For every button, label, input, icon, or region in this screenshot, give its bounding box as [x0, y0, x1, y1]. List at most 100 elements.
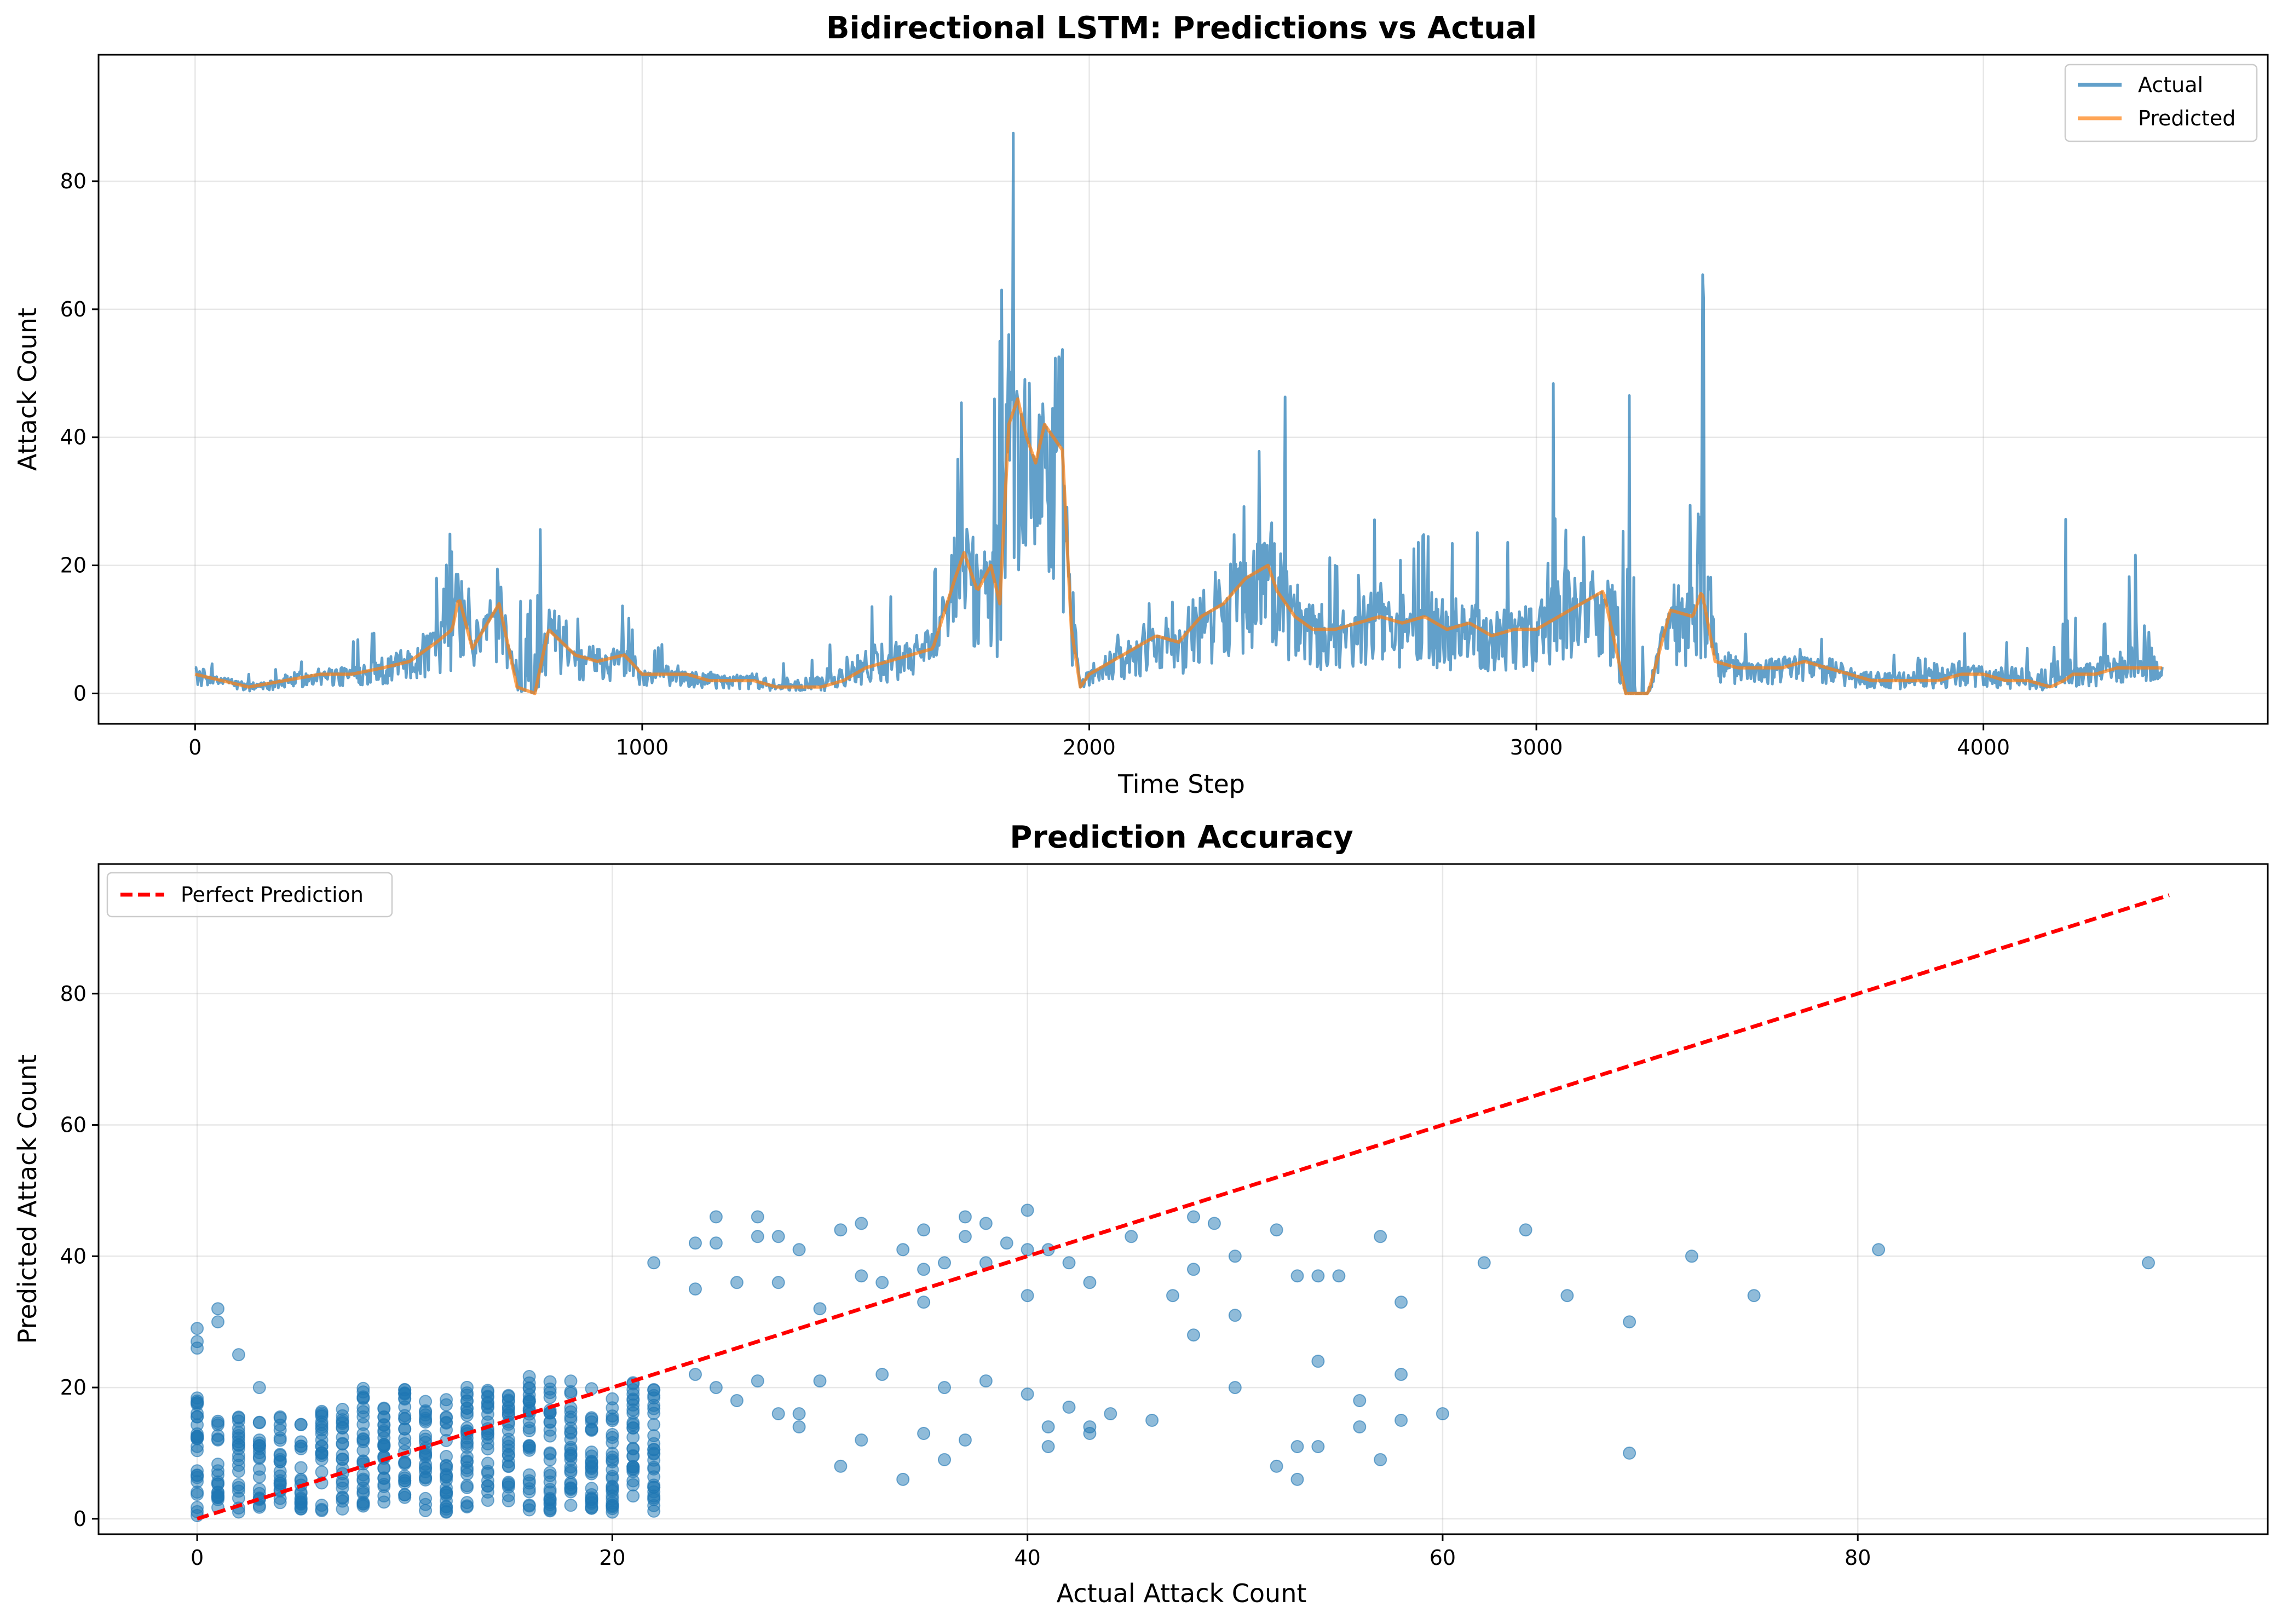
scatter-point: [792, 1407, 806, 1420]
scatter-point: [626, 1398, 640, 1412]
scatter-point: [917, 1263, 931, 1276]
scatter-point: [356, 1432, 370, 1446]
scatter-point: [1000, 1236, 1013, 1250]
scatter-point: [543, 1382, 557, 1396]
scatter-point: [1187, 1210, 1200, 1224]
scatter-point: [1332, 1269, 1346, 1283]
scatter-point: [709, 1381, 723, 1395]
scatter-point: [626, 1442, 640, 1456]
scatter-x-ticks: 0 20 40 60 80: [191, 1534, 1871, 1570]
scatter-point: [834, 1459, 848, 1473]
scatter-point: [1623, 1315, 1636, 1329]
scatter-point: [1207, 1217, 1221, 1230]
scatter-point: [273, 1496, 287, 1510]
scatter-point: [273, 1433, 287, 1447]
scatter-point: [522, 1395, 536, 1408]
scatter-point: [564, 1460, 578, 1474]
scatter-x-tick-label: 80: [1845, 1546, 1871, 1570]
scatter-point: [834, 1223, 848, 1237]
predicted-line: [194, 397, 2163, 695]
scatter-point: [211, 1489, 224, 1503]
scatter-point: [294, 1442, 308, 1455]
scatter-point: [191, 1335, 204, 1349]
scatter-x-tick-label: 20: [599, 1546, 625, 1570]
scatter-point: [502, 1476, 515, 1489]
scatter-point: [191, 1430, 204, 1443]
scatter-point: [1228, 1249, 1242, 1263]
scatter-xlabel: Actual Attack Count: [1057, 1579, 1307, 1608]
scatter-point: [232, 1410, 245, 1424]
scatter-point: [232, 1465, 245, 1478]
scatter-point: [191, 1396, 204, 1409]
scatter-point: [440, 1473, 453, 1487]
scatter-point: [252, 1487, 266, 1500]
scatter-point: [2142, 1256, 2155, 1270]
scatter-y-tick-label: 0: [73, 1507, 87, 1531]
scatter-point: [771, 1230, 785, 1243]
scatter-point: [606, 1436, 619, 1449]
scatter-point: [730, 1394, 744, 1407]
scatter-point: [460, 1500, 474, 1514]
scatter-point: [252, 1436, 266, 1450]
scatter-point: [751, 1374, 764, 1388]
scatter-point: [377, 1495, 391, 1509]
scatter-point: [398, 1392, 412, 1406]
scatter-point: [709, 1236, 723, 1250]
scatter-point: [460, 1406, 474, 1419]
scatter-point: [958, 1210, 972, 1224]
scatter-point: [1394, 1368, 1408, 1381]
scatter-point: [315, 1423, 329, 1437]
scatter-point: [813, 1374, 827, 1388]
scatter-point: [522, 1439, 536, 1453]
time-series-axes: Bidirectional LSTM: Predictions vs Actua…: [13, 10, 2269, 799]
time-series-y-tick-label: 0: [73, 681, 87, 705]
scatter-point: [1872, 1243, 1886, 1257]
time-series-xlabel: Time Step: [1117, 769, 1245, 799]
scatter-point: [502, 1436, 515, 1450]
time-series-x-tick-label: 1000: [616, 735, 669, 759]
scatter-point: [440, 1411, 453, 1425]
scatter-point: [336, 1421, 349, 1435]
scatter-grid: [99, 864, 2268, 1534]
time-series-legend: Actual Predicted: [2064, 64, 2258, 142]
scatter-point: [273, 1455, 287, 1468]
scatter-point: [1685, 1249, 1698, 1263]
scatter-point: [647, 1389, 661, 1402]
scatter-point: [606, 1392, 619, 1406]
scatter-point: [440, 1393, 453, 1407]
scatter-point: [606, 1409, 619, 1423]
scatter-point: [1021, 1243, 1034, 1257]
scatter-point: [211, 1458, 224, 1471]
scatter-point: [1125, 1230, 1138, 1243]
scatter-point: [896, 1243, 910, 1257]
scatter-point: [398, 1488, 412, 1502]
scatter-point: [855, 1269, 868, 1283]
scatter-point: [356, 1401, 370, 1414]
time-series-x-tick-label: 2000: [1063, 735, 1116, 759]
scatter-point: [958, 1433, 972, 1447]
scatter-point: [522, 1376, 536, 1390]
perfect-prediction-line: [197, 893, 2170, 1521]
scatter-point: [1021, 1387, 1034, 1401]
scatter-point: [1374, 1230, 1387, 1243]
scatter-point: [232, 1453, 245, 1466]
time-series-y-tick-label: 80: [60, 169, 87, 193]
scatter-point: [294, 1491, 308, 1505]
scatter-point: [1311, 1269, 1325, 1283]
scatter-point: [1145, 1414, 1159, 1427]
scatter-point: [398, 1422, 412, 1436]
scatter-point: [481, 1466, 494, 1480]
scatter-point: [751, 1210, 764, 1224]
scatter-point: [481, 1442, 494, 1456]
scatter-point: [647, 1407, 661, 1420]
scatter-point: [1394, 1414, 1408, 1427]
scatter-point: [1083, 1276, 1097, 1289]
scatter-point: [647, 1489, 661, 1503]
scatter-points: [191, 1203, 2155, 1522]
time-series-y-ticks: 0 20 40 60 80: [60, 169, 99, 705]
scatter-point: [211, 1302, 224, 1316]
scatter-point: [460, 1479, 474, 1493]
time-series-x-ticks: 0 1000 2000 3000 4000: [188, 724, 2010, 759]
scatter-point: [460, 1437, 474, 1451]
scatter-point: [1290, 1269, 1304, 1283]
